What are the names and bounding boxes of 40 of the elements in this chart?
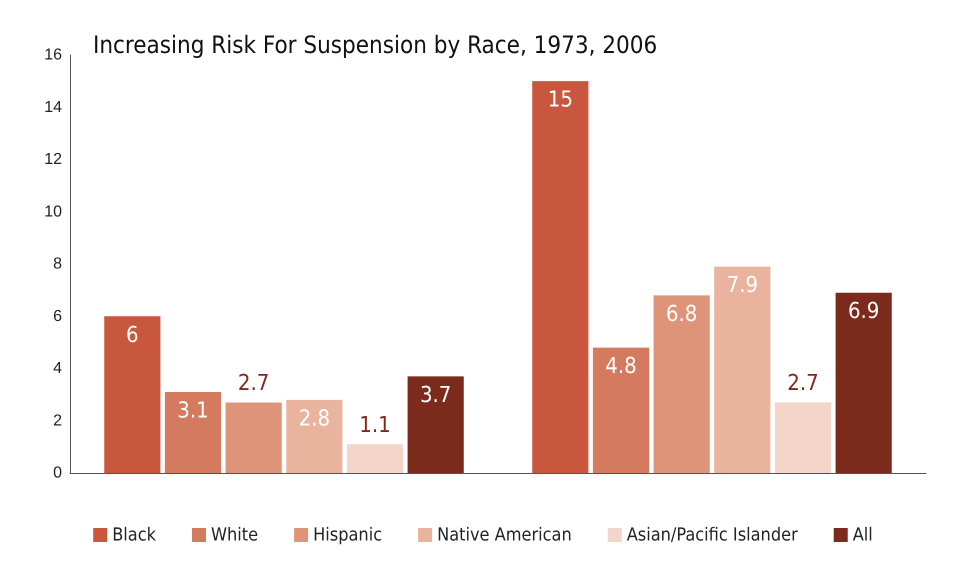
y-tick-label: 2 <box>53 412 62 430</box>
legend-label: Native American <box>437 524 572 546</box>
bar <box>836 292 892 473</box>
y-tick-label: 0 <box>53 464 62 482</box>
y-tick-label: 4 <box>53 360 62 377</box>
y-tick-label: 6 <box>53 308 62 325</box>
y-tick-label: 10 <box>44 203 62 220</box>
data-label: 4.8 <box>605 354 637 380</box>
bar <box>774 402 832 473</box>
y-tick-label: 8 <box>53 256 62 272</box>
data-label: 2.7 <box>238 370 270 396</box>
bar <box>164 392 222 473</box>
data-label: 3.7 <box>420 382 452 408</box>
bar <box>408 376 464 473</box>
bar <box>104 316 160 473</box>
data-label: 15 <box>548 88 573 113</box>
bar <box>346 444 404 473</box>
chart-title: Increasing Risk For Suspension by Race, 1973, 2006 <box>93 31 658 59</box>
legend-label: Black <box>112 524 157 546</box>
data-label: 6.9 <box>848 299 880 324</box>
data-label: 3.1 <box>177 398 209 424</box>
bar <box>654 295 710 473</box>
bar <box>592 348 650 473</box>
data-label: 6.8 <box>666 302 698 327</box>
bar <box>532 81 588 473</box>
data-label: 2.8 <box>298 406 330 432</box>
legend-label: All <box>852 524 873 546</box>
data-label: 1.1 <box>359 412 391 438</box>
legend-label: Asian/Pacific Islander <box>626 524 798 546</box>
data-label: 7.9 <box>726 273 758 298</box>
bar <box>226 402 282 473</box>
legend-label: Hispanic <box>313 524 382 546</box>
bar <box>714 266 770 473</box>
y-tick-label: 16 <box>44 46 62 64</box>
data-label: 2.7 <box>787 370 819 396</box>
y-tick-label: 12 <box>44 151 62 168</box>
bar <box>286 400 342 473</box>
y-tick-label: 14 <box>44 98 62 116</box>
data-label: 6 <box>126 322 139 348</box>
legend-label: White <box>211 524 258 546</box>
